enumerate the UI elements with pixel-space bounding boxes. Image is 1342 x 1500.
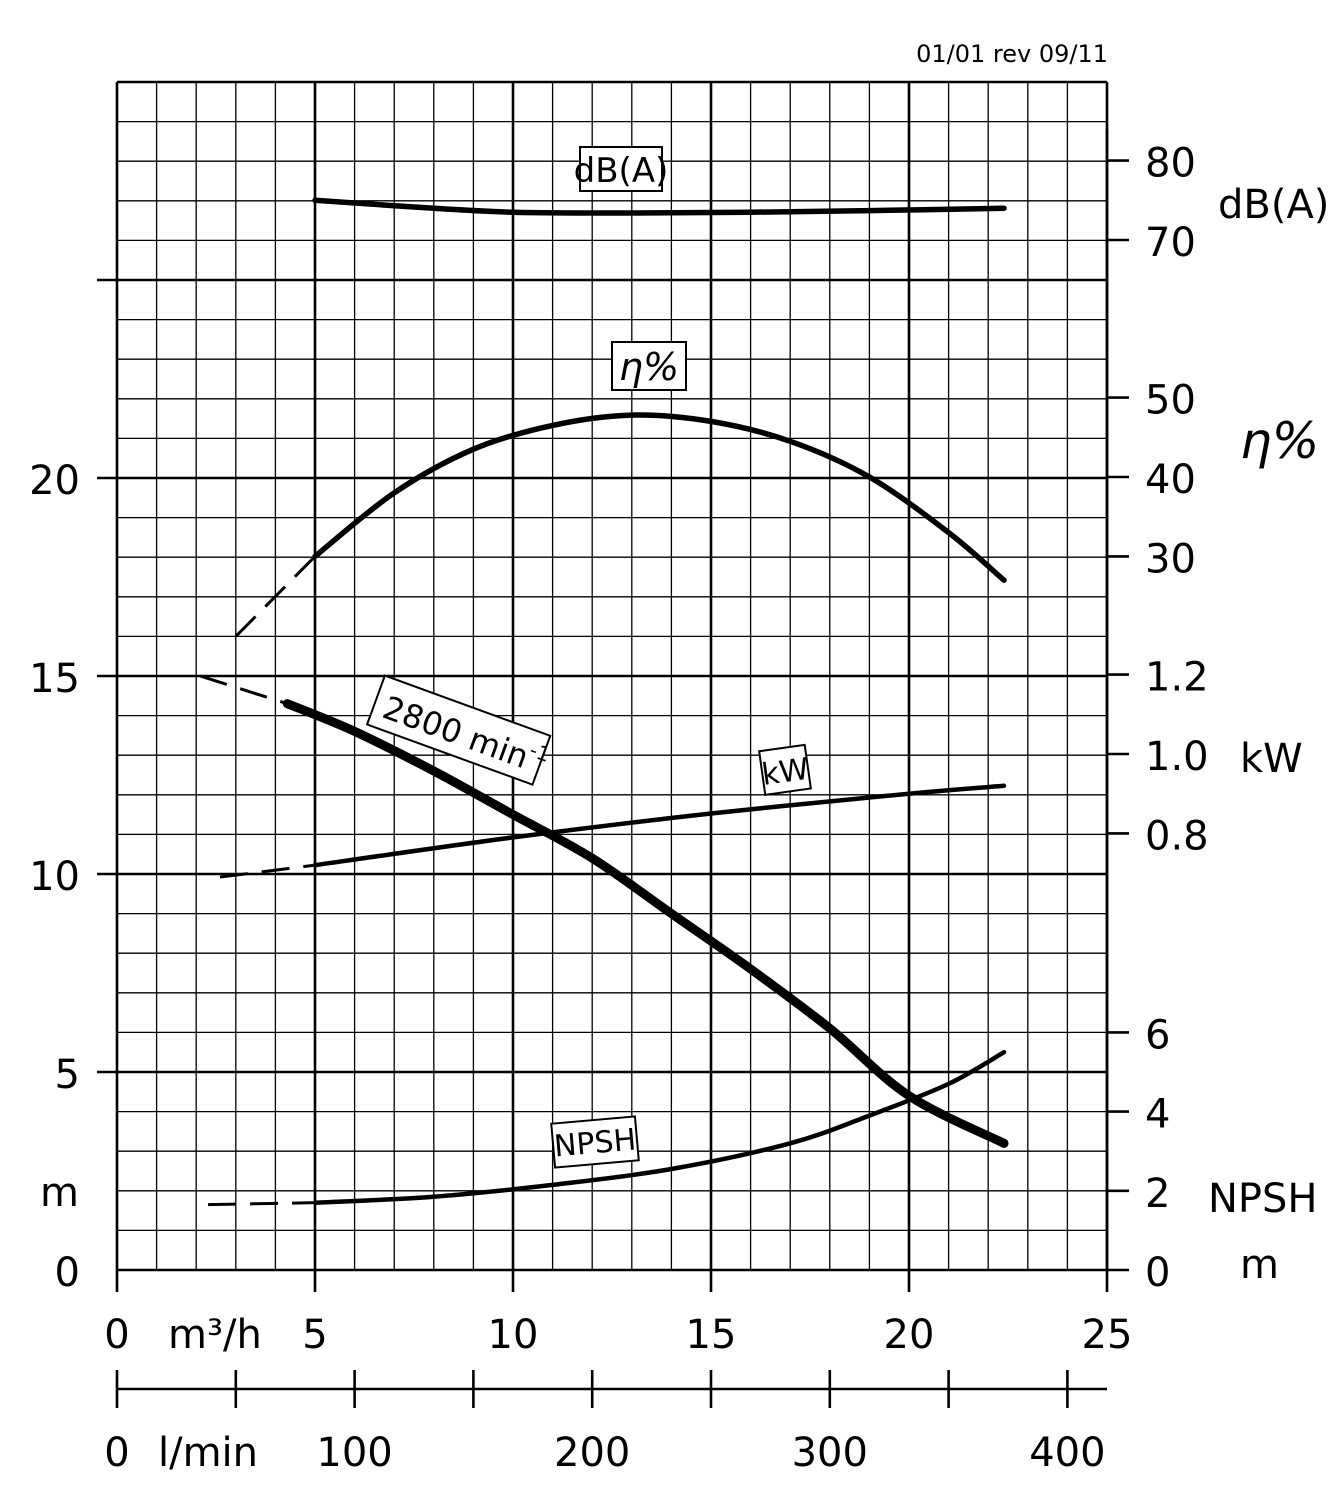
eff-tick-label: 30 (1145, 536, 1196, 582)
eff-unit-label: η% (1240, 412, 1319, 470)
npsh-meter-label: m (1240, 1242, 1279, 1288)
head-extension (199, 674, 288, 706)
eff-curve-tag: η% (611, 341, 687, 391)
x-tick-label: 0 (104, 1312, 129, 1358)
db-tick-label: 80 (1145, 141, 1196, 187)
power-tick-label: 0.8 (1145, 813, 1209, 859)
head-tick-label: 5 (55, 1052, 80, 1098)
x-tick-label: 15 (686, 1312, 737, 1358)
power-tick-label: 1.2 (1145, 655, 1209, 701)
head-tick-label: 20 (29, 458, 80, 504)
db-curve-tag-text: dB(A) (574, 151, 669, 191)
npsh-curve-tag: NPSH (550, 1115, 640, 1169)
eff-tick-label: 40 (1145, 457, 1196, 503)
power-unit-label: kW (1240, 736, 1303, 782)
x-tick-label: 20 (884, 1312, 935, 1358)
power-curve-tag-text: kW (760, 752, 811, 793)
head-tick-label: 0 (55, 1250, 80, 1296)
noise-curve (312, 197, 1007, 216)
db-tick-label: 70 (1145, 220, 1196, 266)
npsh-curve-tag-text: NPSH (553, 1122, 638, 1164)
power-extension (219, 863, 316, 879)
x2-tick-label: 100 (316, 1430, 392, 1476)
head-tick-label: 15 (29, 656, 80, 702)
npsh-extension (208, 1201, 316, 1207)
head-unit-label: m (40, 1170, 79, 1216)
x-tick-label: 10 (488, 1312, 539, 1358)
revision-label: 01/01 rev 09/11 (916, 40, 1108, 68)
power-tick-label: 1.0 (1145, 734, 1209, 780)
grid (97, 80, 1109, 1272)
efficiency-extension (234, 555, 317, 638)
curves (199, 197, 1009, 1207)
npsh-tick-label: 6 (1145, 1012, 1170, 1058)
power-curve-tag: kW (758, 743, 812, 796)
x2-tick-label: 200 (554, 1430, 630, 1476)
x2-tick-label: 0 (104, 1430, 129, 1476)
head-curve-tag: 2800 min-1 (365, 674, 553, 786)
power-curve (312, 783, 1007, 868)
db-curve-tag: dB(A) (574, 146, 669, 192)
npsh-curve (312, 1049, 1007, 1205)
db-unit-label: dB(A) (1218, 182, 1329, 228)
npsh-unit-label: NPSH (1208, 1176, 1318, 1222)
npsh-tick-label: 2 (1145, 1171, 1170, 1217)
head-curve (282, 699, 1009, 1148)
eff-tick-label: 50 (1145, 378, 1196, 424)
x-unit-label: m³/h (168, 1312, 262, 1358)
eff-curve-tag-text: η% (619, 345, 679, 389)
x-tick-label: 5 (302, 1312, 327, 1358)
efficiency-curve (312, 412, 1007, 583)
x-tick-label: 25 (1082, 1312, 1133, 1358)
x2-tick-label: 400 (1029, 1430, 1105, 1476)
npsh-tick-label: 0 (1145, 1250, 1170, 1296)
npsh-tick-label: 4 (1145, 1092, 1170, 1138)
head-tick-label: 10 (29, 854, 80, 900)
x2-unit-label: l/min (158, 1430, 258, 1476)
x2-tick-label: 300 (792, 1430, 868, 1476)
